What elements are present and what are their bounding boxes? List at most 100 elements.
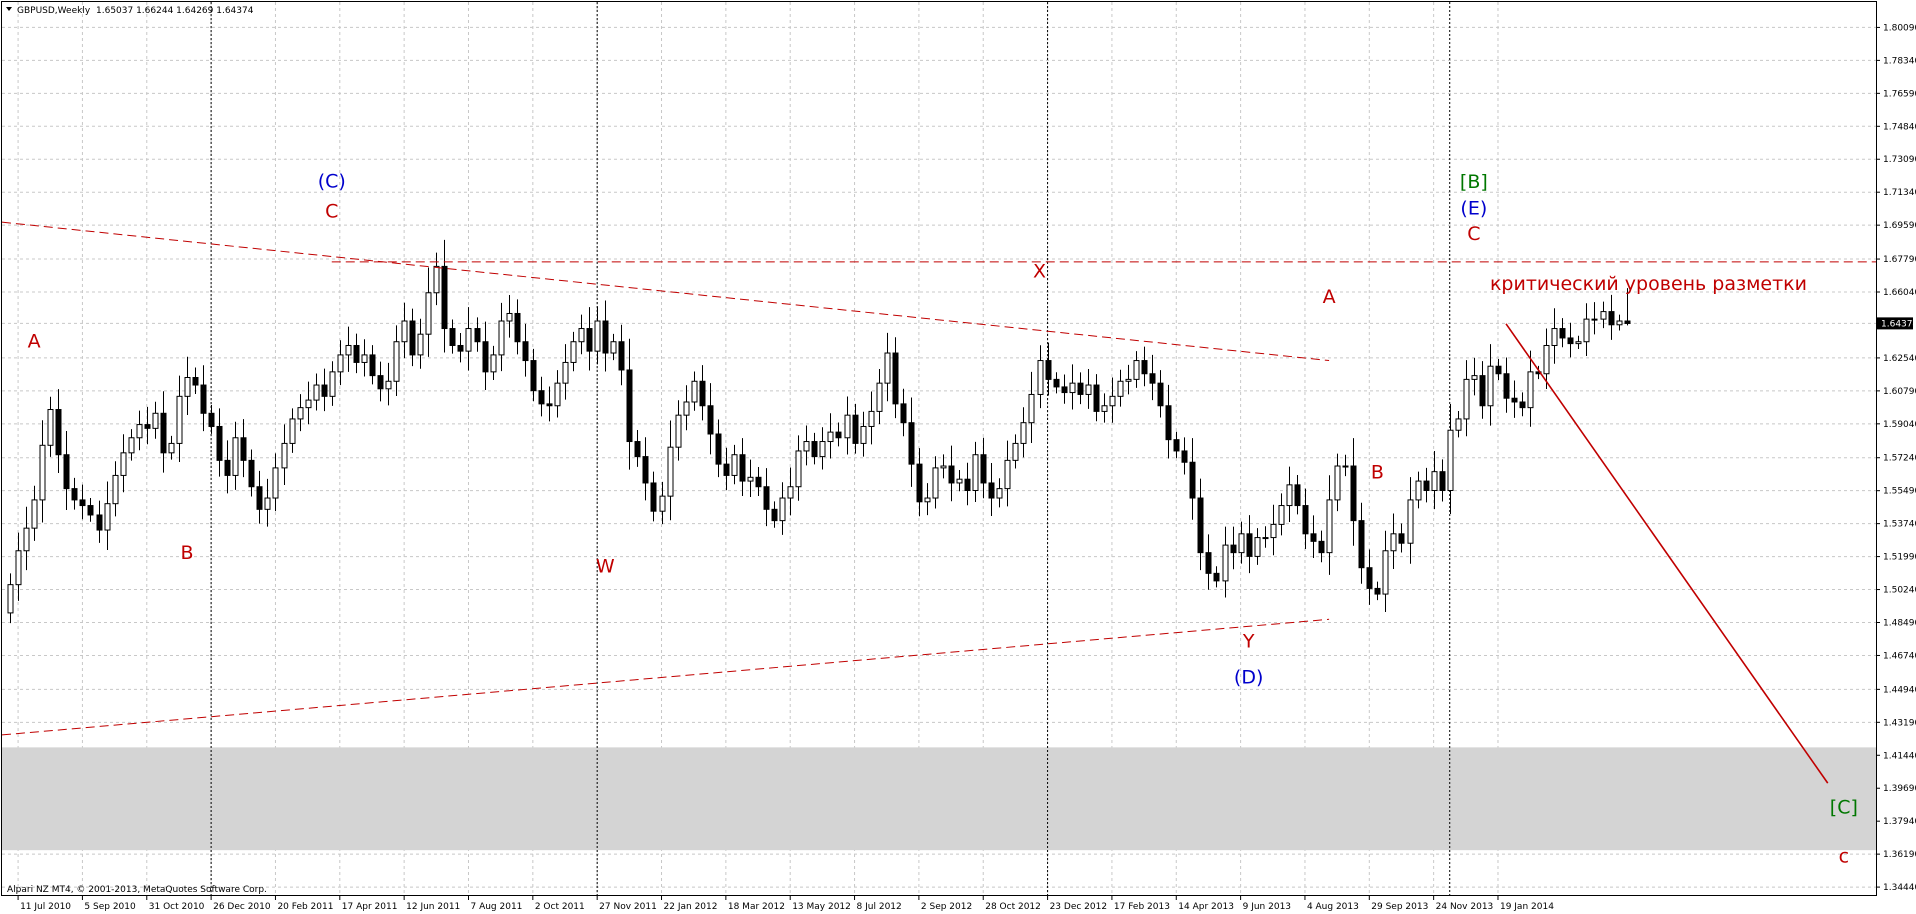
candle-body-bear [1559,328,1566,339]
candle-body-bear [1141,360,1148,375]
candle-body-bear [650,482,657,512]
candle-body-bear [900,403,907,424]
candle-body-bull [562,361,569,384]
y-tick-label: 1.37940 [1883,817,1916,827]
wave-label: (D) [1234,667,1263,689]
candle-body-bull [39,444,46,501]
y-tick-label: 1.55490 [1883,487,1916,497]
candle-body-bear [1181,450,1188,463]
candle-body-bull [1551,328,1558,346]
candle-body-bull [1238,533,1245,554]
y-tick-label: 1.57240 [1883,454,1916,464]
candle-body-bear [642,456,649,484]
candle-body-bull [1270,523,1277,539]
candle-body-bull [401,320,408,343]
candle-body-bear [1398,533,1405,544]
candle-body-bull [120,452,127,476]
candle-body-bear [369,354,376,377]
candle-body-bull [932,467,939,499]
candle-body-bear [602,320,609,354]
candle-body-bear [192,377,199,386]
candle-body-bull [1334,465,1341,501]
chart-menu-icon[interactable] [6,7,12,11]
ohlc-values: 1.65037 1.66244 1.64269 1.64374 [96,6,254,16]
y-tick-label: 1.74840 [1883,122,1916,132]
candle-body-bear [618,341,625,371]
candle-body-bull [1012,442,1019,461]
x-tick-label: 2 Sep 2012 [921,902,972,912]
candle-body-bear [1423,480,1430,491]
candle-body-bear [763,486,770,510]
symbol-title: GBPUSD,Weekly [17,6,91,16]
candle-body-bull [128,437,135,454]
candle-body-bear [144,424,151,429]
candle-body-bull [47,409,54,446]
candle-body-bear [1439,471,1446,491]
candle-body-bull [264,497,271,510]
candle-body-bull [1407,499,1414,544]
candle-body-bear [63,454,70,490]
candle-body-bull [940,465,947,469]
candle-body-bear [474,328,481,343]
candle-body-bear [1310,533,1317,542]
candle-body-bull [924,497,931,503]
candle-body-bull [23,527,30,552]
candle-body-bull [659,495,666,512]
y-tick-label: 1.44940 [1883,685,1916,695]
wave-label: W [596,555,615,577]
candle-body-bull [860,425,867,444]
candle-body-bull [329,371,336,397]
y-tick-label: 1.50240 [1883,586,1916,596]
candle-body-bear [948,465,955,484]
y-tick-label: 1.48490 [1883,619,1916,629]
candle-body-bull [104,503,111,531]
candle-body-bull [1069,382,1076,394]
candle-body-bear [353,344,360,363]
candle-body-bull [1390,533,1397,552]
candle-body-bear [1205,552,1212,574]
x-tick-label: 5 Sep 2010 [84,902,136,912]
candle-body-bull [1028,393,1035,424]
candle-body-bear [79,499,86,507]
candle-body-bull [1463,378,1470,420]
candle-body-bull [803,441,810,452]
candle-body-bull [1037,360,1044,395]
candle-body-bull [1455,418,1462,431]
y-tick-label: 1.43190 [1883,718,1916,728]
candle-body-bear [723,463,730,476]
candle-body-bear [256,486,263,510]
y-tick-label: 1.36190 [1883,850,1916,860]
candle-body-bull [1286,484,1293,507]
candle-body-bull [1222,544,1229,582]
y-tick-label: 1.53740 [1883,520,1916,530]
candle-body-bull [1575,341,1582,345]
candle-body-bear [216,425,223,461]
candle-body-bear [755,476,762,488]
x-tick-label: 27 Nov 2011 [599,902,657,912]
x-tick-label: 29 Sep 2013 [1371,902,1428,912]
candle-body-bull [385,380,392,390]
x-tick-label: 7 Aug 2011 [470,902,522,912]
candle-body-bull [232,437,239,476]
candle-body-bull [1471,375,1478,380]
candle-body-bull [795,450,802,488]
target-zone [2,747,1876,851]
candles [7,239,1631,624]
x-tick-label: 17 Feb 2013 [1114,902,1170,912]
candle-body-bull [1125,378,1132,382]
candle-body-bear [1624,320,1631,324]
candle-body-bull [490,354,497,373]
candle-body-bull [787,486,794,499]
y-tick-label: 1.73090 [1883,155,1916,165]
wave-label: (E) [1460,198,1487,220]
candle-body-bull [827,431,834,443]
candle-body-bull [1117,380,1124,397]
y-tick-label: 1.59040 [1883,420,1916,430]
candle-body-bear [449,328,456,346]
y-tick-label: 1.66040 [1883,288,1916,298]
candle-body-bull [1133,360,1140,380]
candle-body-bear [1567,337,1574,345]
candle-body-bear [1302,505,1309,535]
candle-body-bull [570,341,577,363]
